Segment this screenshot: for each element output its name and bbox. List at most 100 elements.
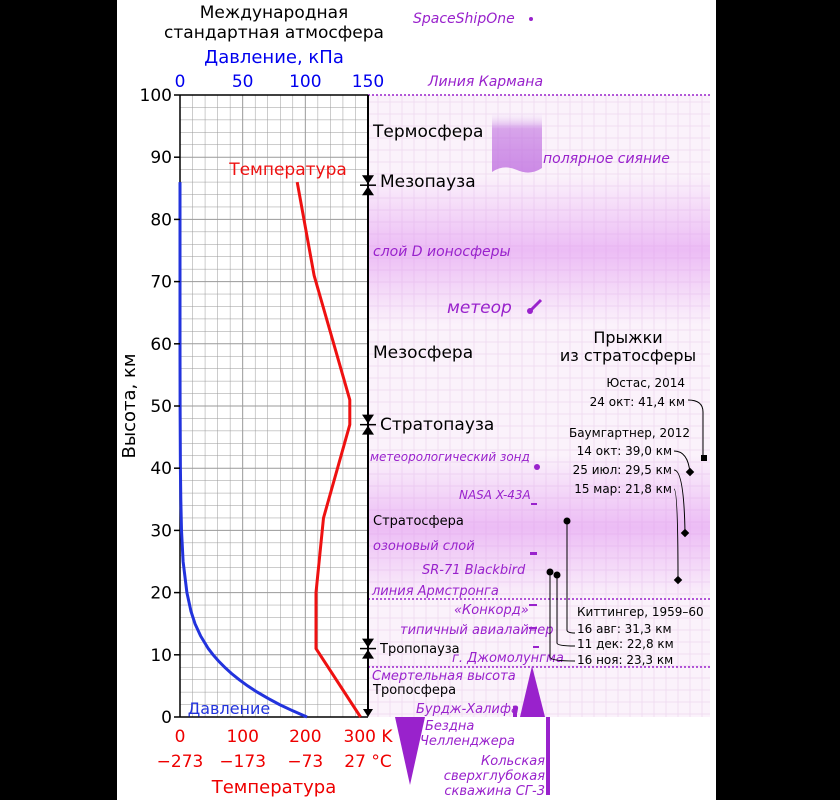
ozone-label: озоновый слой [373,539,475,554]
kittinger-marker-3 [546,568,554,576]
layer-thermosphere: Термосфера [372,122,483,142]
layer-mesosphere: Мезосфера [373,343,473,363]
pressure-tick-label: 150 [352,72,384,92]
boundary-stratopause: Стратопауза [380,415,494,435]
pressure-tick-label: 50 [232,72,254,92]
kittinger-marker-2 [553,571,561,579]
chart-title-line-2: стандартная атмосфера [164,23,384,43]
pressure-tick-labels: 0 50 100 150 [175,72,385,92]
altitude-tick-label: 40 [150,459,172,479]
temperature-line [295,181,362,718]
aurora-label: полярное сияние [543,151,670,167]
chart-title-line-1: Международная [200,3,349,23]
kittinger-marker-1 [563,517,571,525]
death-zone-label: Смертельная высота [372,669,516,684]
pressure-tick-label: 100 [289,72,321,92]
pressure-axis-label: Давление, кПа [204,47,344,68]
balloon-marker [534,464,540,470]
layer-troposphere: Тропосфера [372,683,456,698]
temperature-tick-label-k: 0 [175,727,186,747]
meteor-head [527,308,533,314]
kittinger-jump-3: 16 ноя: 23,3 км [577,653,673,667]
kola-label-3: скважина СГ-3 [444,784,545,799]
boundary-marker-top [362,414,374,424]
eustace-marker [701,455,707,461]
temperature-tick-label-k: 300 K [344,727,394,747]
altitude-tick-label: 80 [150,210,172,230]
altitude-tick-label: 0 [161,708,172,728]
temperature-tick-label-c: 27 °C [344,752,391,772]
temperature-tick-labels: 0 −273 100 −173 200 −73 300 K 27 °C [157,727,394,772]
d-layer-label: слой D ионосферы [373,244,511,260]
altitude-tick-label: 30 [150,521,172,541]
everest-marker [533,646,539,648]
altitude-tick-label: 10 [150,646,172,666]
burj-marker [513,706,517,717]
eustace-jump: 24 окт: 41,4 км [590,395,685,409]
boundary-marker-bottom [362,186,374,196]
boundary-tropopause: Тропопауза [379,642,460,657]
balloon-label: метеорологический зонд [370,450,530,464]
atmosphere-chart: Международная стандартная атмосфера Давл… [119,3,710,799]
layer-stratosphere: Стратосфера [373,514,464,529]
altitude-tick-label: 50 [150,397,172,417]
jumps-title-2: из стратосферы [560,346,696,365]
challenger-trench [395,717,425,785]
baumgartner-jump-2: 25 июл: 29,5 км [573,463,672,477]
boundary-marker-top [362,638,374,648]
boundary-mesopause: Мезопауза [380,172,476,192]
altitude-tick-label: 100 [140,86,172,106]
challenger-label-1: Бездна [425,719,474,734]
concorde-marker [529,604,537,606]
spaceshipone-marker [529,17,533,21]
temperature-tick-label-c: −273 [157,752,204,772]
temperature-tick-label-k: 100 [226,727,258,747]
altitude-axis [360,95,376,717]
airliner-label: типичный авиалайнер [400,623,554,638]
karman-line-label: Линия Кармана [427,74,543,90]
eustace-name: Юстас, 2014 [606,376,685,390]
boundary-marker-bottom [362,425,374,435]
baumgartner-leader-2 [673,469,686,534]
baumgartner-marker-1 [685,467,695,477]
x43-label: NASA X-43A [459,488,531,502]
baumgartner-leader-3 [673,488,679,581]
boundary-marker-top [362,175,374,185]
temperature-tick-label-k: 200 [289,727,321,747]
everest-mountain [520,666,545,717]
baumgartner-jump-3: 15 мар: 21,8 км [574,482,672,496]
aurora-shape [492,110,542,173]
baumgartner-marker-3 [673,575,683,585]
baumgartner-name: Баумгартнер, 2012 [569,426,690,440]
airliner-marker [529,627,537,629]
kola-label-2: сверхглубокая [444,769,545,784]
pressure-series-label: Давление [188,699,271,718]
temperature-tick-label-c: −73 [287,752,323,772]
kittinger-jump-2: 11 дек: 22,8 км [577,637,674,651]
altitude-tick-label: 70 [150,273,172,293]
temperature-axis-label: Температура [211,777,337,798]
temperature-tick-label-c: −173 [219,752,266,772]
altitude-axis-label: Высота, км [119,354,140,459]
challenger-label-2: Челленджера [420,734,515,749]
sr71-label: SR-71 Blackbird [422,563,526,578]
everest-label: г. Джомолунгма [452,651,564,666]
eustace-leader [687,399,704,458]
center-axis-arrow [363,709,373,717]
concorde-label: «Конкорд» [454,603,529,618]
pressure-tick-label: 0 [175,72,186,92]
altitude-tick-label: 20 [150,584,172,604]
baumgartner-marker-2 [680,528,690,538]
kola-borehole [546,717,550,795]
chart-canvas: Международная стандартная атмосфера Давл… [117,0,716,800]
pressure-line [178,182,308,719]
kittinger-leader-3 [549,572,576,662]
ozone-band [368,455,710,600]
altitude-tick-label: 60 [150,335,172,355]
temperature-series-label: Температура [228,160,347,180]
jumps-title-1: Прыжки [593,328,662,347]
armstrong-label: линия Армстронга [371,584,499,599]
boundary-marker-bottom [362,649,374,659]
kittinger-jump-1: 16 авг: 31,3 км [577,622,672,636]
kittinger-leader-2 [556,575,576,647]
